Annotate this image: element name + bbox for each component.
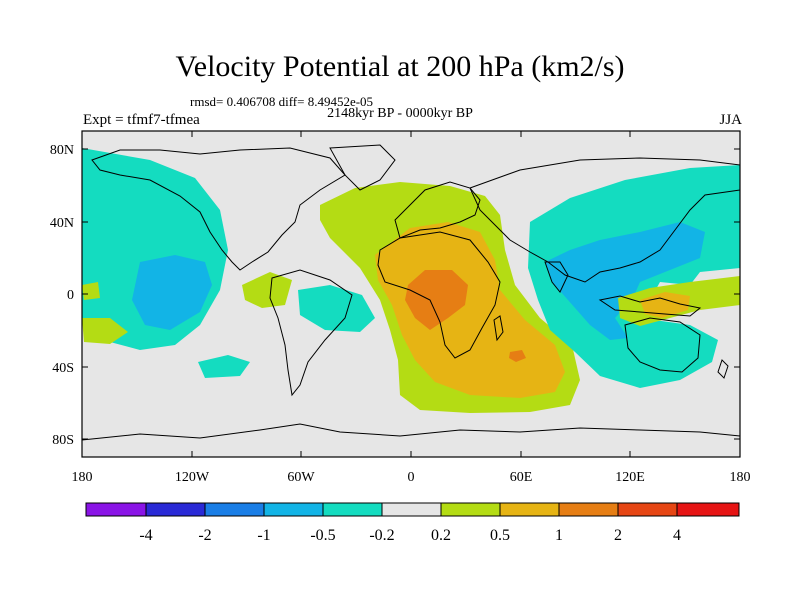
- colorbar-label: -2: [198, 527, 211, 544]
- colorbar-swatch: [499, 502, 560, 517]
- lon-label: 180: [72, 470, 93, 485]
- contour-map: [82, 131, 740, 457]
- lat-label: 80S: [52, 433, 74, 448]
- region-dark-orange-africa: [405, 270, 468, 330]
- colorbar-label: -0.2: [369, 527, 394, 544]
- colorbar-swatch: [558, 502, 619, 517]
- lat-label: 80N: [50, 143, 74, 158]
- colorbar-label: -1: [257, 527, 270, 544]
- lat-labels: 80N 40N 0 40S 80S: [50, 143, 74, 448]
- region-yellow-patch-2: [82, 318, 128, 344]
- coast-europe: [394, 181, 481, 239]
- lat-label: 0: [67, 288, 74, 303]
- coast-antarctica: [82, 423, 740, 441]
- coast-north-america: [91, 147, 346, 271]
- colorbar-swatch: [617, 502, 678, 517]
- colorbar-labels: -4 -2 -1 -0.5 -0.2 0.2 0.5 1 2 4: [139, 527, 681, 544]
- colorbar-swatch: [676, 502, 740, 517]
- figure-title: Velocity Potential at 200 hPa (km2/s): [175, 50, 625, 83]
- coast-australia: [624, 317, 701, 373]
- coast-madagascar: [493, 315, 504, 342]
- lon-label: 120E: [615, 470, 645, 485]
- colorbar-label: -4: [139, 527, 152, 544]
- colorbar-swatch: [145, 502, 206, 517]
- region-cyan-south-america: [298, 285, 375, 332]
- region-orange-west-pacific: [640, 292, 690, 318]
- lon-label: 120W: [175, 470, 210, 485]
- colorbar-label: 1: [555, 527, 563, 544]
- colorbar-swatch: [381, 502, 442, 517]
- period-text: 2148kyr BP - 0000kyr BP: [327, 106, 473, 121]
- coast-indonesia: [598, 295, 702, 317]
- coastlines: [82, 144, 740, 441]
- lon-label: 180: [730, 470, 751, 485]
- lon-labels: 180 120W 60W 0 60E 120E 180: [72, 470, 751, 485]
- colorbar-swatch: [85, 502, 147, 517]
- lat-axis: [82, 148, 740, 440]
- coast-asia: [469, 157, 740, 283]
- coast-new-zealand: [717, 359, 729, 379]
- colorbar-swatch: [440, 502, 501, 517]
- coast-africa: [377, 231, 501, 359]
- coast-south-america: [269, 269, 353, 397]
- lon-axis: [81, 131, 741, 457]
- colorbar-label: 0.5: [490, 527, 510, 544]
- lat-label: 40N: [50, 216, 74, 231]
- coast-greenland: [329, 144, 396, 191]
- lon-label: 60W: [287, 470, 315, 485]
- region-blue-central-pacific: [132, 255, 212, 330]
- season-text: JJA: [719, 112, 742, 128]
- colorbar-label: -0.5: [310, 527, 335, 544]
- region-yellow-patch-1: [82, 282, 100, 300]
- colorbar-swatch: [263, 502, 324, 517]
- region-dark-orange-spot: [509, 350, 526, 362]
- coast-india: [544, 261, 569, 293]
- colorbar-label: 4: [673, 527, 681, 544]
- experiment-text: Expt = tfmf7-tfmea: [83, 112, 200, 128]
- colorbar-swatch: [322, 502, 383, 517]
- lat-label: 40S: [52, 361, 74, 376]
- colorbar-label: 0.2: [431, 527, 451, 544]
- lon-label: 60E: [510, 470, 533, 485]
- region-blue-asia: [545, 222, 705, 340]
- region-cyan-south-pacific: [198, 355, 250, 378]
- stats-text: rmsd= 0.406708 diff= 8.49452e-05: [190, 94, 374, 109]
- colorbar-label: 2: [614, 527, 622, 544]
- colorbar-swatch: [204, 502, 265, 517]
- lon-label: 0: [408, 470, 415, 485]
- colorbar: [85, 502, 740, 517]
- region-yellow-patch-3: [242, 272, 292, 308]
